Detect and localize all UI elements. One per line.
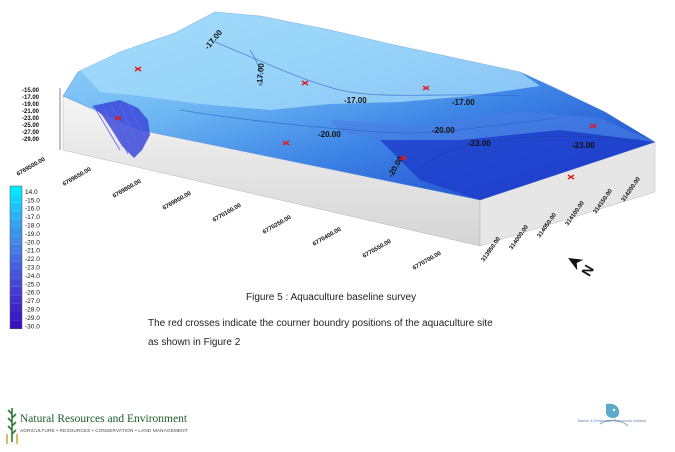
north-arrow-label: N — [578, 262, 597, 279]
legend-swatch — [10, 320, 22, 329]
figure-title: Figure 5 : Aquaculture baseline survey — [246, 292, 417, 303]
contour-label: -17.00 — [344, 96, 367, 105]
y-tick: 6770250.00 — [262, 214, 293, 235]
legend-label: -22.0 — [25, 256, 40, 263]
legend-swatch — [10, 219, 22, 228]
z-tick: -21.00 — [22, 109, 40, 115]
z-tick: -19.00 — [22, 102, 40, 108]
legend-swatch — [10, 186, 22, 195]
contour-label: -23.00 — [468, 139, 491, 148]
contour-label: -20.00 — [432, 126, 455, 135]
legend-frame — [9, 185, 23, 330]
wheat-logo-icon — [5, 406, 19, 444]
legend-label: -27.0 — [25, 298, 40, 305]
legend-label: -26.0 — [25, 290, 40, 297]
z-tick: -27.00 — [22, 130, 40, 136]
legend-label: -28.0 — [25, 307, 40, 314]
north-arrow-icon: N — [568, 258, 597, 279]
z-axis: -15.00 -17.00 -19.00 -21.00 -23.00 -25.0… — [22, 88, 61, 150]
legend-label: -16.0 — [25, 206, 40, 213]
legend-swatch — [10, 236, 22, 245]
right-logo-text: Marine & Freshwater Resources Institute — [577, 419, 647, 423]
contour-extra — [249, 49, 263, 87]
z-tick: -15.00 — [22, 88, 40, 94]
contour-23 — [419, 135, 641, 169]
legend-label: -25.0 — [25, 281, 40, 288]
legend-label: -30.0 — [25, 323, 40, 330]
legend-label: -17.0 — [25, 214, 40, 221]
fish-logo-icon — [599, 403, 629, 427]
color-legend: 14.0-15.0-16.0-17.0-18.0-19.0-20.0-21.0-… — [9, 185, 40, 330]
contour-label: -17.00 — [452, 98, 475, 107]
legend-label: -21.0 — [25, 248, 40, 255]
corner-markers — [114, 66, 597, 180]
trench-lines — [95, 103, 147, 157]
legend-swatch — [10, 211, 22, 220]
y-tick: 6770700.00 — [412, 250, 443, 271]
legend-label: -24.0 — [25, 273, 40, 280]
legend-label: -20.0 — [25, 239, 40, 246]
legend-label: -19.0 — [25, 231, 40, 238]
shallow-zone — [80, 12, 540, 110]
legend-swatch — [10, 194, 22, 203]
y-tick: 6770400.00 — [312, 226, 343, 247]
y-tick: 6769650.00 — [62, 166, 93, 187]
legend-label: -23.0 — [25, 265, 40, 272]
org-name: Natural Resources and Environment — [20, 413, 188, 425]
contour-label: -17.00 — [255, 62, 266, 86]
legend-swatch — [10, 303, 22, 312]
z-tick: -23.00 — [22, 116, 40, 122]
deep-zone — [380, 130, 655, 200]
legend-label: -29.0 — [25, 315, 40, 322]
corner-marker — [301, 80, 309, 86]
contour-20 — [179, 109, 561, 134]
y-tick: 6769950.00 — [162, 190, 193, 211]
legend-swatch — [10, 295, 22, 304]
corner-marker — [134, 66, 142, 72]
y-tick: 6770550.00 — [362, 238, 393, 259]
contour-label: -23.00 — [572, 141, 595, 150]
legend-swatch — [10, 253, 22, 262]
org-tagline: AGRICULTURE • RESOURCES • CONSERVATION •… — [20, 428, 188, 433]
caption-line-2: as shown in Figure 2 — [148, 337, 241, 348]
z-tick: -17.00 — [22, 95, 40, 101]
corner-marker — [282, 140, 290, 146]
legend-swatch — [10, 244, 22, 254]
trench — [92, 100, 150, 158]
legend-label: 14.0 — [25, 189, 38, 196]
mid-zone — [330, 112, 655, 142]
y-tick: 6770100.00 — [212, 202, 243, 223]
corner-marker — [589, 123, 597, 129]
corner-marker — [422, 85, 430, 91]
contour-17 — [209, 39, 521, 97]
legend-swatch — [10, 228, 22, 237]
contour-label: -20.00 — [318, 130, 341, 139]
z-tick: -29.00 — [22, 137, 40, 143]
legend-label: -18.0 — [25, 223, 40, 230]
corner-marker — [399, 155, 407, 161]
legend-swatch — [10, 270, 22, 279]
legend-label: -15.0 — [25, 197, 40, 204]
legend-swatch — [10, 312, 22, 321]
z-tick: -25.00 — [22, 123, 40, 129]
corner-marker — [114, 115, 122, 121]
corner-marker — [567, 174, 575, 180]
legend-swatch — [10, 261, 22, 270]
y-tick: 6769500.00 — [16, 156, 47, 177]
y-tick: 6769800.00 — [112, 178, 143, 199]
legend-swatch — [10, 278, 22, 287]
caption-line-1: The red crosses indicate the courner bou… — [148, 318, 493, 329]
legend-swatch — [10, 202, 22, 212]
legend-swatch — [10, 286, 22, 296]
